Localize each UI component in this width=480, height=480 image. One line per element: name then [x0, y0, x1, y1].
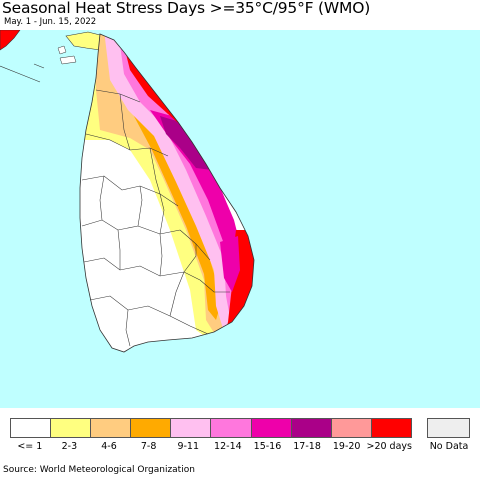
legend-label-7-8: 7-8 — [140, 441, 157, 452]
zone-17-18 — [160, 116, 212, 170]
legend-label-2-3: 2-3 — [61, 441, 78, 452]
legend-label-gt20: >20 days — [366, 441, 412, 452]
legend-label-le1: <= 1 — [17, 441, 43, 452]
zone-12-14 — [118, 34, 246, 328]
heat-stress-map[interactable] — [0, 30, 480, 408]
district-boundaries — [81, 89, 230, 347]
mannar-island — [59, 55, 77, 65]
legend-label-4-6: 4-6 — [101, 441, 117, 452]
legend-swatch-no-data — [427, 418, 470, 438]
legend-swatch-7-8 — [131, 419, 172, 437]
legend-labels: <= 1 2-3 4-6 7-8 9-11 12-14 15-16 17-18 … — [10, 441, 412, 452]
legend-swatch-9-11 — [171, 419, 212, 437]
legend-label-no-data: No Data — [429, 441, 469, 452]
zone-15-16 — [150, 110, 244, 274]
sea-area — [0, 30, 480, 408]
legend-swatch-17-18 — [291, 419, 332, 437]
legend-label-17-18: 17-18 — [293, 441, 321, 452]
legend-swatch-15-16 — [251, 419, 292, 437]
legend-swatch-2-3 — [51, 419, 92, 437]
legend-swatch-le1 — [11, 419, 52, 437]
map-subtitle: May. 1 - Jun. 15, 2022 — [4, 17, 97, 27]
map-title: Seasonal Heat Stress Days >=35°C/95°F (W… — [2, 0, 371, 17]
jaffna-islet — [57, 45, 67, 55]
legend-swatch-gt20 — [371, 419, 411, 437]
zone-9-11 — [104, 34, 240, 332]
legend-swatch-4-6 — [91, 419, 132, 437]
legend-swatch-19-20 — [331, 419, 372, 437]
zone-7-8 — [114, 60, 222, 320]
india-coast — [0, 30, 21, 51]
legend-swatch-12-14 — [211, 419, 252, 437]
legend-label-12-14: 12-14 — [214, 441, 242, 452]
zone-15-16-east — [220, 236, 240, 292]
legend-label-19-20: 19-20 — [332, 441, 361, 452]
india-coast-outline — [0, 63, 45, 83]
sri-lanka-coastline — [79, 33, 255, 353]
source-credit: Source: World Meteorological Organizatio… — [3, 465, 195, 475]
legend-label-15-16: 15-16 — [253, 441, 282, 452]
legend-label-9-11: 9-11 — [177, 441, 200, 452]
legend-bar — [10, 418, 412, 438]
